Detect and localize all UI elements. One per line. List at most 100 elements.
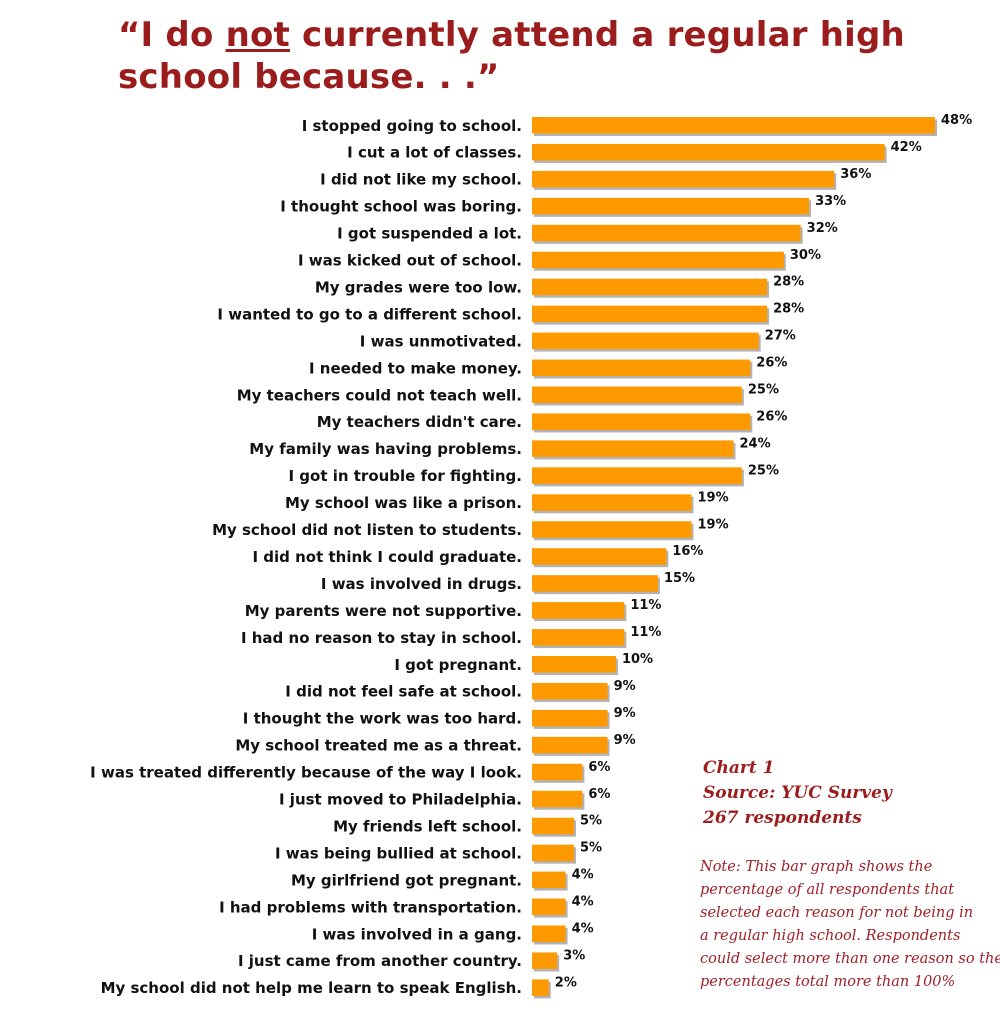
bar-row: I cut a lot of classes. 42%: [347, 140, 922, 163]
bar-row: My school did not help me learn to speak…: [101, 975, 577, 999]
value-label: 33%: [815, 194, 846, 209]
bar: [532, 467, 742, 484]
category-label: I got in trouble for fighting.: [288, 467, 522, 485]
note-line: percentages total more than 100%: [700, 974, 956, 990]
category-label: I did not feel safe at school.: [285, 683, 522, 701]
bar: [532, 844, 574, 862]
bar: [532, 117, 935, 134]
category-label: I got suspended a lot.: [337, 225, 522, 243]
bar-row: I had no reason to stay in school. 11%: [241, 625, 661, 649]
value-label: 27%: [765, 329, 796, 344]
value-label: 6%: [588, 760, 610, 775]
category-label: My girlfriend got pregnant.: [291, 871, 522, 889]
title-part-1: “I do: [118, 15, 226, 55]
bar-row: My family was having problems. 24%: [249, 436, 771, 460]
value-label: 19%: [698, 517, 729, 532]
category-label: I was being bullied at school.: [275, 844, 522, 862]
value-label: 9%: [614, 679, 636, 694]
category-label: I had no reason to stay in school.: [241, 629, 522, 647]
category-label: I needed to make money.: [309, 359, 522, 377]
bar: [532, 602, 625, 619]
bar: [532, 224, 801, 242]
category-label: My teachers didn't care.: [317, 413, 522, 431]
bar: [532, 143, 885, 161]
bar-row: I was involved in drugs. 15%: [321, 571, 695, 595]
category-label: I was involved in a gang.: [312, 925, 522, 943]
value-label: 25%: [748, 463, 779, 478]
chart-respondents: 267 respondents: [703, 808, 862, 828]
value-label: 15%: [664, 571, 695, 586]
category-label: I stopped going to school.: [302, 117, 522, 135]
bar: [532, 386, 742, 403]
bar: [532, 763, 583, 781]
value-label: 11%: [630, 598, 661, 613]
chart-note: Note: This bar graph shows the percentag…: [700, 856, 1000, 994]
value-label: 19%: [698, 490, 729, 505]
bar-row: My school was like a prison. 19%: [285, 490, 729, 514]
value-label: 36%: [840, 167, 871, 182]
note-line: could select more than one reason so the: [700, 951, 1000, 967]
category-label: I was treated differently because of the…: [90, 764, 522, 782]
value-label: 11%: [630, 625, 661, 640]
bar: [532, 952, 558, 969]
value-label: 28%: [773, 302, 804, 317]
bar: [532, 817, 574, 835]
category-label: My friends left school.: [333, 817, 522, 835]
note-line: Note: This bar graph shows the: [700, 859, 933, 875]
bar: [532, 413, 751, 430]
bar-row: I was unmotivated. 27%: [360, 329, 796, 352]
bar: [532, 871, 566, 889]
value-label: 5%: [580, 814, 602, 829]
bar-row: I did not think I could graduate. 16%: [252, 544, 703, 568]
bar-row: I was involved in a gang. 4%: [312, 922, 594, 945]
category-label: I wanted to go to a different school.: [217, 305, 522, 323]
bar-row: I thought school was boring. 33%: [280, 194, 846, 217]
bar: [532, 682, 608, 700]
bar-row: I had problems with transportation. 4%: [219, 895, 594, 918]
category-label: My grades were too low.: [315, 278, 522, 296]
bar-row: I did not feel safe at school. 9%: [285, 679, 636, 702]
bar-row: I thought the work was too hard. 9%: [243, 706, 636, 729]
value-label: 16%: [672, 544, 703, 559]
bar: [532, 736, 608, 754]
category-label: I just moved to Philadelphia.: [279, 791, 522, 809]
category-label: I cut a lot of classes.: [347, 144, 522, 162]
category-label: My school did not listen to students.: [212, 521, 522, 539]
bar-row: I stopped going to school. 48%: [302, 113, 972, 136]
bar-row: I wanted to go to a different school. 28%: [217, 302, 804, 325]
note-line: percentage of all respondents that: [700, 882, 955, 898]
bar-row: My school did not listen to students. 19%: [212, 517, 729, 541]
bar: [532, 521, 692, 538]
bar: [532, 251, 784, 269]
value-label: 48%: [941, 113, 972, 128]
category-label: I did not like my school.: [320, 171, 522, 189]
value-label: 4%: [572, 895, 594, 910]
value-label: 3%: [563, 948, 585, 963]
category-label: I thought school was boring.: [280, 198, 522, 216]
bar: [532, 790, 583, 808]
bar-row: My friends left school. 5%: [333, 814, 602, 837]
category-label: My school treated me as a threat.: [235, 737, 522, 755]
value-label: 28%: [773, 275, 804, 290]
bar-row: My parents were not supportive. 11%: [245, 598, 661, 622]
value-label: 26%: [756, 356, 787, 371]
bar-row: My school treated me as a threat. 9%: [235, 733, 636, 756]
bar-row: My grades were too low. 28%: [315, 275, 804, 298]
bar: [532, 548, 667, 565]
bar-row: I just moved to Philadelphia. 6%: [279, 787, 610, 810]
bar-row: My teachers didn't care. 26%: [317, 409, 787, 433]
category-label: My parents were not supportive.: [245, 602, 522, 620]
title-part-underlined: not: [225, 15, 290, 55]
chart-info: Chart 1 Source: YUC Survey 267 responden…: [703, 756, 892, 831]
value-label: 4%: [572, 922, 594, 937]
note-line: selected each reason for not being in: [700, 905, 974, 921]
bar-row: My teachers could not teach well. 25%: [237, 383, 779, 406]
bar: [532, 656, 616, 673]
category-label: My school did not help me learn to speak…: [101, 979, 522, 997]
bar-row: I was kicked out of school. 30%: [298, 248, 821, 271]
title-part-2: currently attend a regular high school b…: [118, 15, 905, 97]
bar: [532, 332, 759, 350]
bar: [532, 197, 810, 215]
bar-row: I needed to make money. 26%: [309, 356, 787, 379]
